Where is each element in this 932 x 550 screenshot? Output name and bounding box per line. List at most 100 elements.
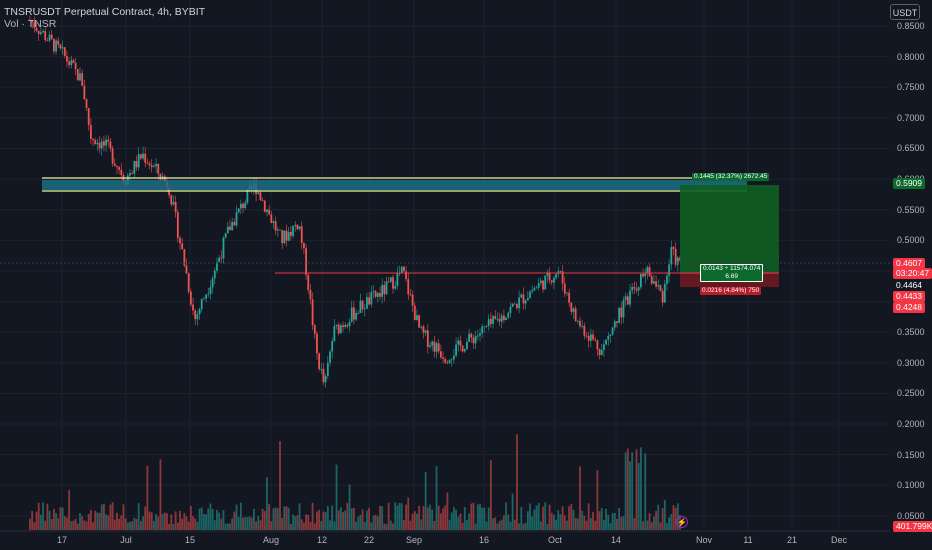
currency-button[interactable]: USDT xyxy=(890,4,920,20)
candle-body xyxy=(305,248,307,276)
candle-body xyxy=(211,278,214,288)
volume-bar xyxy=(283,506,286,530)
volume-bar xyxy=(207,508,210,530)
volume-bar xyxy=(100,504,103,530)
entry-price-tag: 0.4464 xyxy=(893,280,925,291)
candle-body xyxy=(89,125,92,139)
candle-body xyxy=(359,300,362,313)
volume-bar xyxy=(211,508,214,530)
lightning-icon[interactable]: ⚡ xyxy=(676,516,688,528)
candle-body xyxy=(613,321,616,328)
volume-bar xyxy=(361,509,364,530)
volume-bar xyxy=(379,505,381,530)
volume-bar xyxy=(357,516,360,530)
candle-body xyxy=(420,326,423,328)
volume-bar xyxy=(183,513,186,530)
volume-bar xyxy=(92,522,94,530)
candle-body xyxy=(644,273,647,277)
candle-body xyxy=(479,333,481,336)
volume-bar xyxy=(189,506,192,530)
volume-bar xyxy=(394,502,397,530)
volume-bar xyxy=(266,477,268,530)
volume-bar xyxy=(372,515,375,530)
candle-body xyxy=(507,312,510,318)
volume-bar xyxy=(629,461,631,530)
candle-body xyxy=(529,291,531,298)
volume-bar xyxy=(70,521,73,530)
entry-label[interactable]: 0.0143 ÷ 11574.074 6.69 xyxy=(700,264,764,282)
resistance-zone xyxy=(42,180,747,190)
price-tag-0-4433: 0.4433 xyxy=(893,291,925,302)
volume-bar xyxy=(94,510,97,530)
candle-body xyxy=(309,290,312,300)
volume-bar xyxy=(411,513,414,530)
volume-bar xyxy=(509,521,512,530)
candle-body xyxy=(63,47,66,56)
candle-body xyxy=(342,325,344,328)
candle-body xyxy=(46,40,49,41)
volume-bar xyxy=(424,471,427,530)
volume-bar xyxy=(124,518,127,530)
candle-body xyxy=(379,292,381,297)
candle-body xyxy=(498,318,501,322)
candle-body xyxy=(131,173,134,174)
volume-bar xyxy=(613,512,616,530)
candle-body xyxy=(96,142,99,145)
volume-bar xyxy=(470,503,473,530)
volume-bar xyxy=(142,516,144,530)
volume-bar xyxy=(585,520,588,530)
volume-bar xyxy=(157,516,160,530)
volume-bar xyxy=(57,518,60,530)
candle-body xyxy=(505,317,507,321)
candle-body xyxy=(463,349,466,352)
candle-body xyxy=(546,272,549,276)
candle-body xyxy=(381,284,384,297)
time-tick: 21 xyxy=(786,535,798,545)
volume-bar xyxy=(353,508,355,530)
volume-bar xyxy=(61,507,64,530)
volume-bar xyxy=(481,507,484,530)
volume-bar xyxy=(453,507,455,530)
volume-bar xyxy=(333,521,336,530)
volume-bar xyxy=(263,511,266,530)
volume-bar xyxy=(305,514,307,530)
candle-body xyxy=(272,221,275,223)
candle-body xyxy=(618,307,621,323)
candle-body xyxy=(48,34,51,41)
volume-bar xyxy=(148,511,151,530)
volume-bar xyxy=(637,462,640,530)
volume-bar xyxy=(313,523,316,530)
volume-bar xyxy=(489,460,492,530)
candle-body xyxy=(524,300,527,304)
time-tick: 22 xyxy=(363,535,375,545)
symbol-title[interactable]: TNSRUSDT Perpetual Contract, 4h, BYBIT xyxy=(4,6,206,18)
volume-bar xyxy=(222,510,225,530)
candle-body xyxy=(435,343,438,352)
volume-bar xyxy=(500,519,503,530)
volume-bar xyxy=(74,518,77,530)
volume-bar xyxy=(126,522,129,530)
volume-bar xyxy=(520,507,523,530)
candle-body xyxy=(389,277,392,282)
candle-body xyxy=(276,229,279,231)
price-tick: 0.7000 xyxy=(897,112,925,123)
candle-body xyxy=(620,307,623,318)
candle-body xyxy=(374,291,377,297)
volume-bar xyxy=(635,449,638,530)
volume-bar xyxy=(218,512,221,530)
candle-body xyxy=(207,293,210,295)
volume-bar xyxy=(574,517,577,530)
volume-bar xyxy=(381,506,384,530)
volume-bar xyxy=(159,459,162,530)
volume-bar xyxy=(292,514,294,530)
candle-body xyxy=(474,336,477,344)
volume-bar xyxy=(96,512,99,530)
volume-bar xyxy=(603,520,605,530)
volume-bar xyxy=(633,518,636,530)
candle-body xyxy=(150,165,153,167)
candle-body xyxy=(55,40,57,52)
volume-indicator-label[interactable]: Vol · TNSR xyxy=(4,18,57,30)
candle-body xyxy=(322,368,325,383)
volume-bar xyxy=(105,514,107,530)
